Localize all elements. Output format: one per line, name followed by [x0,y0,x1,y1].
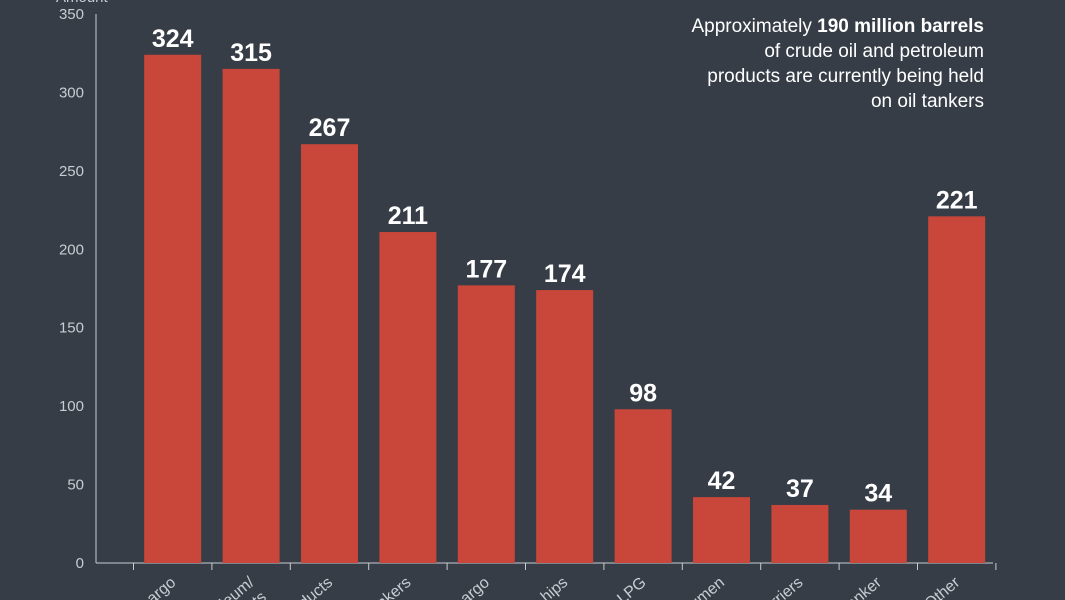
bar [144,54,202,563]
category-label: nkers [374,574,415,600]
bar-value-label: 315 [230,39,272,67]
y-tick-label: 150 [59,320,84,337]
bar [222,68,280,564]
y-tick-label: 100 [59,398,84,415]
bar [614,409,672,563]
bar-value-label: 98 [629,379,657,407]
y-tick-label: 0 [76,555,84,572]
category-label-line: LPG [614,574,649,600]
category-label: hips [538,574,571,600]
bar-value-label: 174 [544,260,586,288]
y-tick-label: 200 [59,241,84,258]
bar [771,504,829,563]
category-label: umen [686,574,728,600]
category-label-line: cts [243,589,270,600]
category-labels: argo leum/cts ducts nkers argo hips LPG umen rri… [144,574,964,600]
bar-value-label: 37 [786,475,814,503]
category-label: argo [144,574,180,600]
bar [693,497,750,563]
category-label: anker [843,574,885,600]
bar-value-label: 267 [309,114,351,142]
category-label-line: nkers [374,574,415,600]
y-axis: 0 50 100 150 200 250 300 350Amount [56,0,109,572]
y-tick-label: 250 [59,163,84,180]
bar [379,232,437,563]
category-label-line: argo [457,574,493,600]
category-label-line: argo [144,574,180,600]
y-axis-title: Amount [56,0,109,6]
bar [301,144,358,564]
bar-value-label: 42 [708,467,736,495]
bar-value-label: 34 [864,480,892,508]
category-label: LPG [614,574,649,600]
category-label-line: umen [686,574,728,600]
value-labels: 324 315 267 211 177 174 98 42 37 34 221 [152,25,978,508]
category-label: leum/cts [217,574,271,600]
annotation-pre: Approximately [691,16,818,37]
bar-value-label: 324 [152,25,194,53]
bar [849,509,907,563]
category-label-line: hips [538,574,571,600]
bar [928,216,986,564]
category-label: rriers [768,574,807,600]
category-label-line: anker [843,574,885,600]
x-axis [96,562,997,570]
category-label: ducts [296,574,336,600]
bar-value-label: 211 [388,202,428,230]
bar-value-label: 177 [465,255,507,283]
annotation-line3: products are currently being held [707,66,984,87]
bar [536,290,594,563]
bar-value-label: 221 [936,186,978,214]
category-label-line: ducts [296,574,336,600]
category-label: argo [457,574,493,600]
y-tick-label: 50 [67,477,84,494]
annotation-line2: of crude oil and petroleum [764,41,984,62]
annotation-line4: on oil tankers [870,91,984,112]
category-label-line: rriers [768,574,807,600]
annotation: Approximately 190 million barrels of cru… [564,14,984,114]
y-tick-label: 300 [59,84,84,101]
category-label: Other [922,574,964,600]
annotation-bold: 190 million barrels [817,16,984,37]
y-tick-label: 350 [59,6,84,23]
category-label-line: Other [922,574,964,600]
bar [457,285,515,563]
bars [144,54,986,564]
